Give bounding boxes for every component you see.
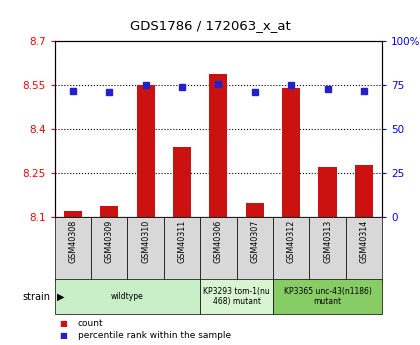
Bar [318, 167, 337, 217]
Text: strain: strain [22, 292, 50, 302]
Text: percentile rank within the sample: percentile rank within the sample [78, 331, 231, 340]
Text: GSM40312: GSM40312 [287, 219, 296, 263]
Bar [346, 217, 382, 281]
Bar [282, 88, 300, 217]
Bar [100, 206, 118, 217]
Bar [55, 217, 91, 281]
Text: ▶: ▶ [57, 292, 64, 302]
Bar [209, 73, 228, 217]
Bar [200, 279, 273, 314]
Text: ■: ■ [59, 331, 67, 340]
Bar [200, 217, 236, 281]
Text: GSM40307: GSM40307 [250, 219, 259, 263]
Bar [55, 279, 200, 314]
Text: GSM40311: GSM40311 [178, 219, 186, 263]
Bar [136, 85, 155, 217]
Text: GSM40308: GSM40308 [68, 219, 77, 263]
Text: GSM40309: GSM40309 [105, 219, 114, 263]
Bar [246, 203, 264, 217]
Text: GSM40313: GSM40313 [323, 219, 332, 263]
Bar [164, 217, 200, 281]
Bar [173, 147, 191, 217]
Text: KP3293 tom-1(nu
468) mutant: KP3293 tom-1(nu 468) mutant [203, 287, 270, 306]
Bar [127, 217, 164, 281]
Bar [355, 165, 373, 217]
Text: GSM40310: GSM40310 [141, 219, 150, 263]
Text: GDS1786 / 172063_x_at: GDS1786 / 172063_x_at [130, 19, 290, 32]
Text: KP3365 unc-43(n1186)
mutant: KP3365 unc-43(n1186) mutant [284, 287, 372, 306]
Bar [310, 217, 346, 281]
Text: count: count [78, 319, 103, 328]
Bar [273, 279, 382, 314]
Bar [273, 217, 310, 281]
Bar [64, 211, 82, 217]
Bar [236, 217, 273, 281]
Text: GSM40306: GSM40306 [214, 219, 223, 263]
Bar [91, 217, 127, 281]
Text: ■: ■ [59, 319, 67, 328]
Text: GSM40314: GSM40314 [360, 219, 368, 263]
Text: wildtype: wildtype [111, 292, 144, 301]
